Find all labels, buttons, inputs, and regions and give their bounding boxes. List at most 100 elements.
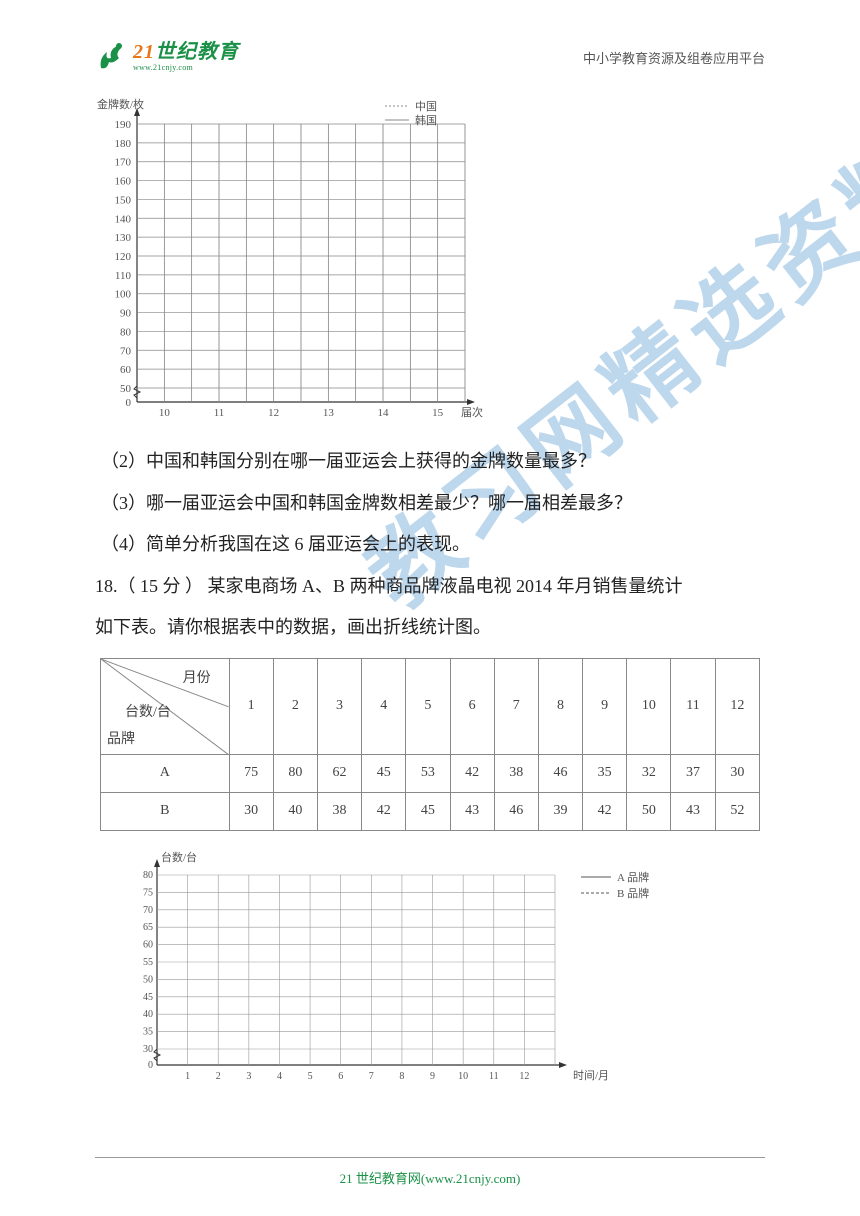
table-month-header: 11 (671, 658, 715, 754)
svg-text:30: 30 (143, 1044, 153, 1055)
table-cell: 62 (317, 754, 361, 792)
table-hdr-top: 月份 (183, 667, 211, 687)
logo: 21世纪教育 www.21cnjy.com (95, 40, 239, 74)
svg-text:150: 150 (115, 194, 132, 206)
table-cell: 50 (627, 792, 671, 830)
svg-text:140: 140 (115, 213, 132, 225)
table-month-header: 8 (538, 658, 582, 754)
footer-divider (95, 1157, 765, 1158)
svg-text:9: 9 (430, 1071, 435, 1082)
table-hdr-mid: 台数/台 (125, 701, 171, 721)
svg-text:B 品牌: B 品牌 (617, 886, 649, 900)
question-18-line1: 18.（ 15 分 ） 某家电商场 A、B 两种商品牌液晶电视 2014 年月销… (95, 567, 765, 607)
table-month-header: 6 (450, 658, 494, 754)
svg-text:15: 15 (432, 407, 444, 419)
svg-text:3: 3 (246, 1071, 251, 1082)
table-header-diagonal: 月份台数/台品牌 (101, 658, 230, 754)
svg-text:75: 75 (143, 887, 153, 898)
table-cell: 37 (671, 754, 715, 792)
svg-text:160: 160 (115, 176, 132, 188)
svg-text:50: 50 (120, 383, 132, 395)
table-month-header: 4 (362, 658, 406, 754)
table-cell: 80 (273, 754, 317, 792)
table-cell: 43 (450, 792, 494, 830)
svg-text:A 品牌: A 品牌 (617, 870, 649, 884)
svg-text:届次: 届次 (461, 405, 483, 419)
svg-text:10: 10 (159, 407, 171, 419)
table-row-label: B (101, 792, 230, 830)
svg-text:100: 100 (115, 289, 132, 301)
table-cell: 32 (627, 754, 671, 792)
table-month-header: 9 (583, 658, 627, 754)
svg-text:11: 11 (489, 1071, 499, 1082)
table-cell: 30 (229, 792, 273, 830)
table-cell: 43 (671, 792, 715, 830)
table-row-label: A (101, 754, 230, 792)
table-cell: 35 (583, 754, 627, 792)
svg-text:韩国: 韩国 (415, 113, 437, 127)
svg-text:35: 35 (143, 1027, 153, 1038)
table-cell: 46 (538, 754, 582, 792)
svg-text:90: 90 (120, 308, 132, 320)
svg-text:55: 55 (143, 957, 153, 968)
chart-gold-medals: 金牌数/枚届次506070809010011012013014015016017… (95, 94, 485, 424)
table-cell: 45 (362, 754, 406, 792)
svg-text:45: 45 (143, 992, 153, 1003)
svg-text:110: 110 (115, 270, 132, 282)
table-month-header: 1 (229, 658, 273, 754)
svg-text:8: 8 (399, 1071, 404, 1082)
table-cell: 40 (273, 792, 317, 830)
page: 21世纪教育 www.21cnjy.com 中小学教育资源及组卷应用平台 金牌数… (0, 0, 860, 1089)
svg-text:60: 60 (143, 940, 153, 951)
svg-text:10: 10 (458, 1071, 468, 1082)
question-18-line2: 如下表。请你根据表中的数据，画出折线统计图。 (95, 608, 765, 648)
svg-text:40: 40 (143, 1009, 153, 1020)
header: 21世纪教育 www.21cnjy.com 中小学教育资源及组卷应用平台 (95, 40, 765, 74)
table-cell: 45 (406, 792, 450, 830)
chart-sales: 台数/台时间/月30354045505560657075800123456789… (115, 849, 675, 1089)
table-cell: 38 (494, 754, 538, 792)
svg-text:50: 50 (143, 974, 153, 985)
svg-text:0: 0 (126, 397, 132, 409)
table-month-header: 5 (406, 658, 450, 754)
svg-text:14: 14 (378, 407, 390, 419)
table-cell: 42 (583, 792, 627, 830)
header-right-text: 中小学教育资源及组卷应用平台 (583, 48, 765, 67)
logo-icon (95, 40, 127, 74)
question-4: （4）简单分析我国在这 6 届亚运会上的表现。 (95, 525, 765, 565)
svg-text:80: 80 (143, 870, 153, 881)
question-2: （2）中国和韩国分别在哪一届亚运会上获得的金牌数量最多？ (95, 442, 765, 482)
table-cell: 75 (229, 754, 273, 792)
logo-subtitle: www.21cnjy.com (133, 64, 239, 72)
table-cell: 42 (450, 754, 494, 792)
sales-table: 月份台数/台品牌123456789101112A7580624553423846… (100, 658, 760, 831)
table-month-header: 3 (317, 658, 361, 754)
question-3: （3）哪一届亚运会中国和韩国金牌数相差最少？哪一届相差最多？ (95, 484, 765, 524)
table-cell: 53 (406, 754, 450, 792)
svg-text:70: 70 (143, 905, 153, 916)
svg-text:5: 5 (308, 1071, 313, 1082)
svg-text:4: 4 (277, 1071, 282, 1082)
svg-text:60: 60 (120, 364, 132, 376)
svg-text:7: 7 (369, 1071, 374, 1082)
svg-text:12: 12 (268, 407, 279, 419)
svg-text:65: 65 (143, 922, 153, 933)
table-cell: 30 (715, 754, 759, 792)
table-month-header: 10 (627, 658, 671, 754)
svg-text:1: 1 (185, 1071, 190, 1082)
svg-text:台数/台: 台数/台 (161, 850, 197, 864)
table-month-header: 2 (273, 658, 317, 754)
footer-text: 21 世纪教育网(www.21cnjy.com) (340, 1171, 521, 1186)
table-cell: 42 (362, 792, 406, 830)
table-cell: 39 (538, 792, 582, 830)
svg-text:190: 190 (115, 119, 132, 131)
svg-text:13: 13 (323, 407, 335, 419)
table-month-header: 12 (715, 658, 759, 754)
svg-text:11: 11 (214, 407, 225, 419)
svg-text:中国: 中国 (415, 100, 437, 113)
svg-text:0: 0 (148, 1060, 153, 1071)
table-hdr-bot: 品牌 (107, 728, 135, 748)
table-cell: 38 (317, 792, 361, 830)
svg-text:2: 2 (216, 1071, 221, 1082)
svg-text:6: 6 (338, 1071, 343, 1082)
